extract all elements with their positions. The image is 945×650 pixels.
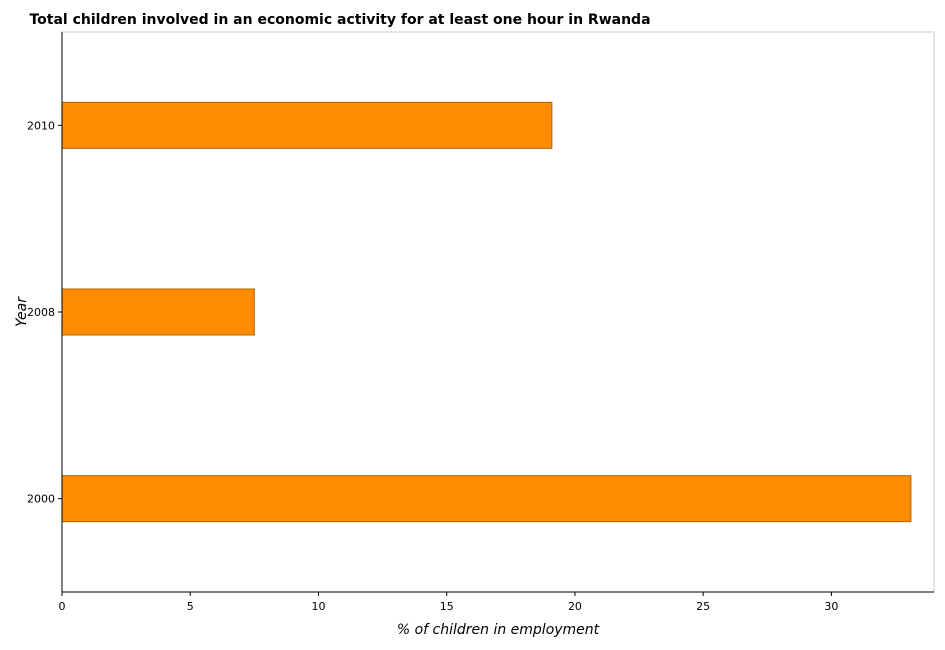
y-tick-label-2008: 2008 [27,306,55,319]
x-tick-label-0: 0 [59,600,66,613]
y-axis-label: Year [14,296,30,327]
x-tick-label-15: 15 [440,600,454,613]
x-tick-label-25: 25 [696,600,710,613]
bars [61,101,912,523]
chart-title: Total children involved in an economic a… [29,12,650,28]
x-tick-label-10: 10 [311,600,325,613]
x-tick-label-30: 30 [824,600,838,613]
bar-2008 [61,288,255,336]
x-tick-label-20: 20 [568,600,582,613]
bar-2000 [61,475,912,523]
x-axis-label: % of children in employment [397,622,600,638]
bar-2010 [61,101,553,149]
x-tick-label-5: 5 [187,600,194,613]
y-axis-ticks: 2000 2008 2010 [27,119,62,506]
x-axis-ticks: 0 5 10 15 20 25 30 [59,592,838,613]
y-tick-label-2000: 2000 [27,493,55,506]
y-tick-label-2010: 2010 [27,119,55,132]
